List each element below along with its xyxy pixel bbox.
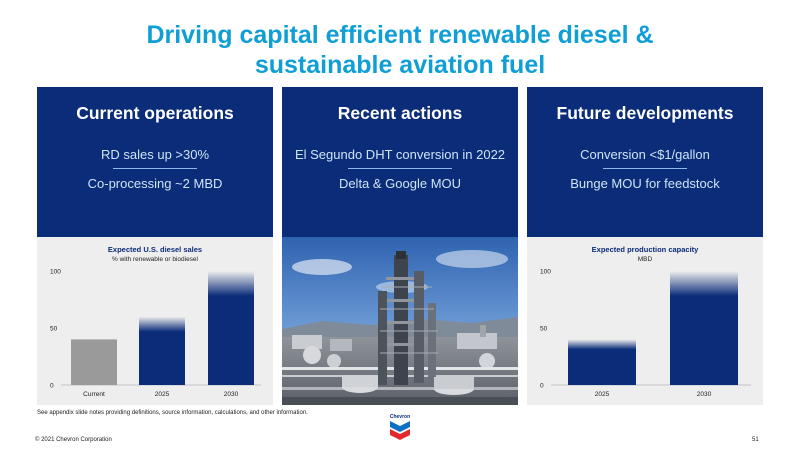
panel-line-1: El Segundo DHT conversion in 2022 <box>294 147 506 162</box>
panel-heading: Current operations <box>76 103 234 123</box>
x-tick-label: 2030 <box>224 391 239 398</box>
y-tick-label: 100 <box>540 269 551 276</box>
footnote: See appendix slide notes providing defin… <box>37 410 308 416</box>
bar-2025 <box>139 316 185 385</box>
panel-line-1: Conversion <$1/gallon <box>580 147 710 162</box>
chart-title: Expected production capacity <box>592 245 700 254</box>
panel-header-box: Recent actions El Segundo DHT conversion… <box>282 87 518 237</box>
bar-current <box>71 339 117 385</box>
x-tick-label: 2030 <box>697 391 712 398</box>
page-number: 51 <box>752 437 759 443</box>
chart-production-capacity-svg: Expected production capacity MBD 0 50 100 202… <box>540 245 751 398</box>
panel-line-1: RD sales up >30% <box>100 147 210 162</box>
y-tick-label: 100 <box>50 269 61 276</box>
y-tick-label: 50 <box>50 326 58 333</box>
x-tick-label: Current <box>83 391 105 398</box>
panel-current-operations: Current operations RD sales up >30% Co-p… <box>37 87 273 405</box>
bar-2030 <box>670 271 738 385</box>
chart-diesel-sales-svg: Expected U.S. diesel sales % with renewab… <box>50 245 261 398</box>
divider <box>113 168 197 169</box>
slide-title-line2: sustainable aviation fuel <box>254 51 546 79</box>
panel-heading: Future developments <box>556 103 734 123</box>
panel-header-box: Current operations RD sales up >30% Co-p… <box>37 87 273 237</box>
y-tick-label: 0 <box>540 383 544 390</box>
slide-title: Driving capital efficient renewable dies… <box>0 20 800 80</box>
chart-title: Expected U.S. diesel sales <box>108 245 202 254</box>
refinery-photo <box>282 237 518 405</box>
chart-subtitle: % with renewable or biodiesel <box>112 256 199 263</box>
panel-heading: Recent actions <box>337 103 463 123</box>
chart-diesel-sales: Expected U.S. diesel sales % with renewab… <box>37 237 273 405</box>
y-tick-label: 50 <box>540 326 548 333</box>
panel-future-developments: Future developments Conversion <$1/gallo… <box>527 87 763 405</box>
refinery-illustration <box>282 237 518 405</box>
divider <box>348 168 452 169</box>
panel-line-2: Co-processing ~2 MBD <box>87 176 223 191</box>
panel-line-2: Bunge MOU for feedstock <box>570 176 720 191</box>
copyright: © 2021 Chevron Corporation <box>35 437 112 443</box>
bar-2025 <box>568 339 636 385</box>
chart-subtitle: MBD <box>638 256 653 263</box>
chart-production-capacity: Expected production capacity MBD 0 50 100 202… <box>527 237 763 405</box>
slide-title-line1: Driving capital efficient renewable dies… <box>146 21 654 49</box>
panel-header-box: Future developments Conversion <$1/gallo… <box>527 87 763 237</box>
chevron-logo: Chevron <box>390 414 410 440</box>
logo-text: Chevron <box>390 414 410 420</box>
x-tick-label: 2025 <box>595 391 610 398</box>
panel-recent-actions: Recent actions El Segundo DHT conversion… <box>282 87 518 405</box>
y-tick-label: 0 <box>50 383 54 390</box>
x-tick-label: 2025 <box>155 391 170 398</box>
panel-line-2: Delta & Google MOU <box>338 176 462 191</box>
divider <box>603 168 687 169</box>
bar-2030 <box>208 271 254 385</box>
